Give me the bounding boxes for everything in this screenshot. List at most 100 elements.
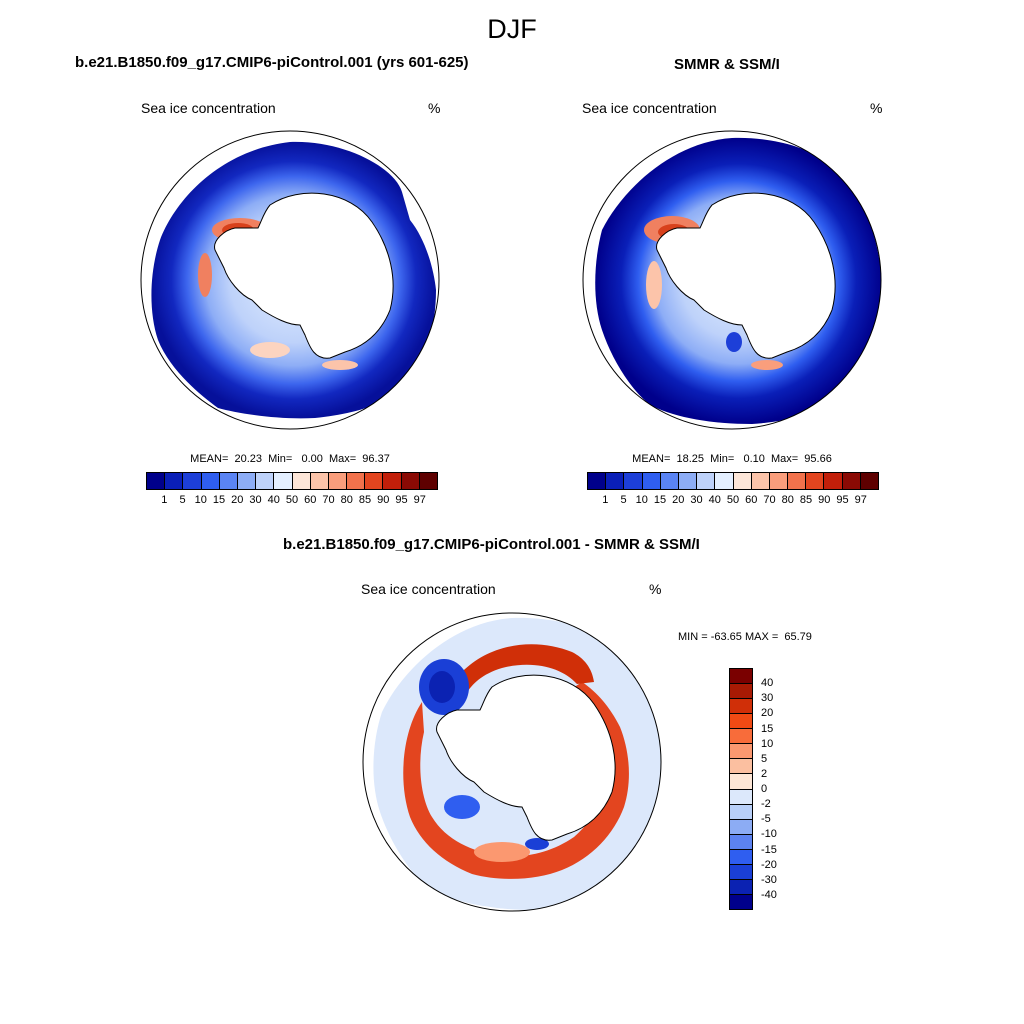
colorbar-tick-label: 5 xyxy=(761,752,768,765)
colorbar-swatch xyxy=(183,473,202,489)
obs-colorbar-ticks: 1 5 10 15 20 30 40 50 60 70 80 85 90 95 97 xyxy=(587,494,879,508)
colorbar-swatch xyxy=(219,473,238,489)
model-panel-title: b.e21.B1850.f09_g17.CMIP6-piControl.001 … xyxy=(75,54,469,71)
colorbar-swatch xyxy=(788,473,807,489)
colorbar-tick-label: 10 xyxy=(194,494,207,506)
diff-coastal-blue xyxy=(525,838,549,850)
colorbar-tick-label: -15 xyxy=(761,843,777,856)
colorbar-swatch xyxy=(606,473,625,489)
diff-polar-map xyxy=(362,612,662,912)
colorbar-swatch xyxy=(715,473,734,489)
colorbar-swatch xyxy=(147,473,166,489)
colorbar-swatch xyxy=(730,804,752,820)
colorbar-swatch xyxy=(806,473,825,489)
colorbar-tick-label: 30 xyxy=(690,494,703,506)
model-colorbar-ticks: 1 5 10 15 20 30 40 50 60 70 80 85 90 95 97 xyxy=(146,494,438,508)
obs-antarctica-landmass xyxy=(656,192,836,359)
colorbar-tick-label: 20 xyxy=(761,707,774,720)
colorbar-tick-label: 30 xyxy=(761,692,774,705)
colorbar-swatch xyxy=(237,473,257,489)
obs-colorbar xyxy=(587,472,879,490)
colorbar-tick-label: 97 xyxy=(854,494,867,506)
obs-weddell-blue xyxy=(726,332,742,352)
colorbar-swatch xyxy=(730,669,752,685)
colorbar-swatch xyxy=(730,789,752,805)
colorbar-tick-label: -40 xyxy=(761,888,777,901)
figure-title: DJF xyxy=(487,14,537,44)
obs-variable-label: Sea ice concentration xyxy=(582,100,717,116)
model-polar-map xyxy=(140,130,440,430)
colorbar-tick-label: 85 xyxy=(799,494,813,506)
colorbar-swatch xyxy=(730,714,752,730)
colorbar-tick-label: 60 xyxy=(304,494,317,506)
colorbar-tick-label: 20 xyxy=(231,494,244,506)
diff-ross-sea-core xyxy=(429,671,455,703)
colorbar-swatch xyxy=(347,473,366,489)
colorbar-swatch xyxy=(678,473,698,489)
colorbar-swatch xyxy=(730,774,752,790)
colorbar-tick-label: 40 xyxy=(267,494,280,506)
colorbar-tick-label: 15 xyxy=(212,494,226,506)
colorbar-swatch xyxy=(730,744,752,760)
diff-inner-red-ring xyxy=(462,644,594,694)
colorbar-swatch xyxy=(730,684,752,700)
colorbar-tick-label: 2 xyxy=(761,767,768,780)
model-colorbar xyxy=(146,472,438,490)
diff-colorbar xyxy=(729,668,753,910)
colorbar-tick-label: 50 xyxy=(726,494,740,506)
colorbar-tick-label: 95 xyxy=(836,494,849,506)
colorbar-tick-label: -10 xyxy=(761,828,777,841)
colorbar-tick-label: 40 xyxy=(708,494,721,506)
model-stats: MEAN= 20.23 Min= 0.00 Max= 96.37 xyxy=(190,453,390,465)
colorbar-tick-label: 80 xyxy=(340,494,353,506)
obs-coastal-patch xyxy=(751,360,783,370)
colorbar-swatch xyxy=(733,473,752,489)
colorbar-swatch xyxy=(201,473,220,489)
obs-units-label: % xyxy=(870,100,883,116)
model-weddell-patch xyxy=(250,342,290,358)
colorbar-tick-label: -20 xyxy=(761,858,777,871)
colorbar-swatch xyxy=(588,473,607,489)
colorbar-tick-label: 85 xyxy=(358,494,372,506)
diff-light-red-patch xyxy=(474,842,530,862)
colorbar-tick-label: 1 xyxy=(161,494,168,506)
colorbar-swatch xyxy=(642,473,661,489)
colorbar-swatch xyxy=(310,473,329,489)
colorbar-swatch xyxy=(419,473,437,489)
obs-polar-map xyxy=(582,130,882,430)
colorbar-swatch xyxy=(730,879,752,895)
colorbar-tick-label: 70 xyxy=(322,494,335,506)
colorbar-swatch xyxy=(383,473,402,489)
colorbar-tick-label: 80 xyxy=(781,494,794,506)
colorbar-swatch xyxy=(769,473,789,489)
colorbar-swatch xyxy=(824,473,843,489)
colorbar-swatch xyxy=(730,729,752,745)
obs-stats: MEAN= 18.25 Min= 0.10 Max= 95.66 xyxy=(632,453,832,465)
colorbar-swatch xyxy=(401,473,420,489)
colorbar-tick-label: 90 xyxy=(818,494,831,506)
colorbar-swatch xyxy=(730,699,752,715)
colorbar-swatch xyxy=(274,473,293,489)
colorbar-swatch xyxy=(365,473,384,489)
colorbar-swatch xyxy=(624,473,643,489)
colorbar-swatch xyxy=(730,819,752,835)
colorbar-tick-label: -5 xyxy=(761,813,771,826)
colorbar-tick-label: 5 xyxy=(620,494,627,506)
diff-panel-title: b.e21.B1850.f09_g17.CMIP6-piControl.001 … xyxy=(283,536,700,553)
model-units-label: % xyxy=(428,100,441,116)
colorbar-swatch xyxy=(660,473,679,489)
colorbar-tick-label: 15 xyxy=(653,494,667,506)
colorbar-tick-label: 50 xyxy=(285,494,299,506)
model-antarctica-landmass xyxy=(214,192,394,359)
colorbar-swatch xyxy=(842,473,861,489)
model-amundsen-patch xyxy=(198,253,212,297)
colorbar-swatch xyxy=(751,473,770,489)
colorbar-swatch xyxy=(256,473,275,489)
diff-stats: MIN = -63.65 MAX = 65.79 xyxy=(678,631,812,643)
colorbar-tick-label: 40 xyxy=(761,677,774,690)
diff-antarctica-landmass xyxy=(436,674,616,841)
colorbar-tick-label: 97 xyxy=(413,494,426,506)
colorbar-swatch xyxy=(860,473,878,489)
colorbar-swatch xyxy=(697,473,716,489)
diff-colorbar-ticks: 40 30 20 15 10 5 2 0 -2 -5 -10 -15 -20 -30 -40 xyxy=(761,668,801,910)
